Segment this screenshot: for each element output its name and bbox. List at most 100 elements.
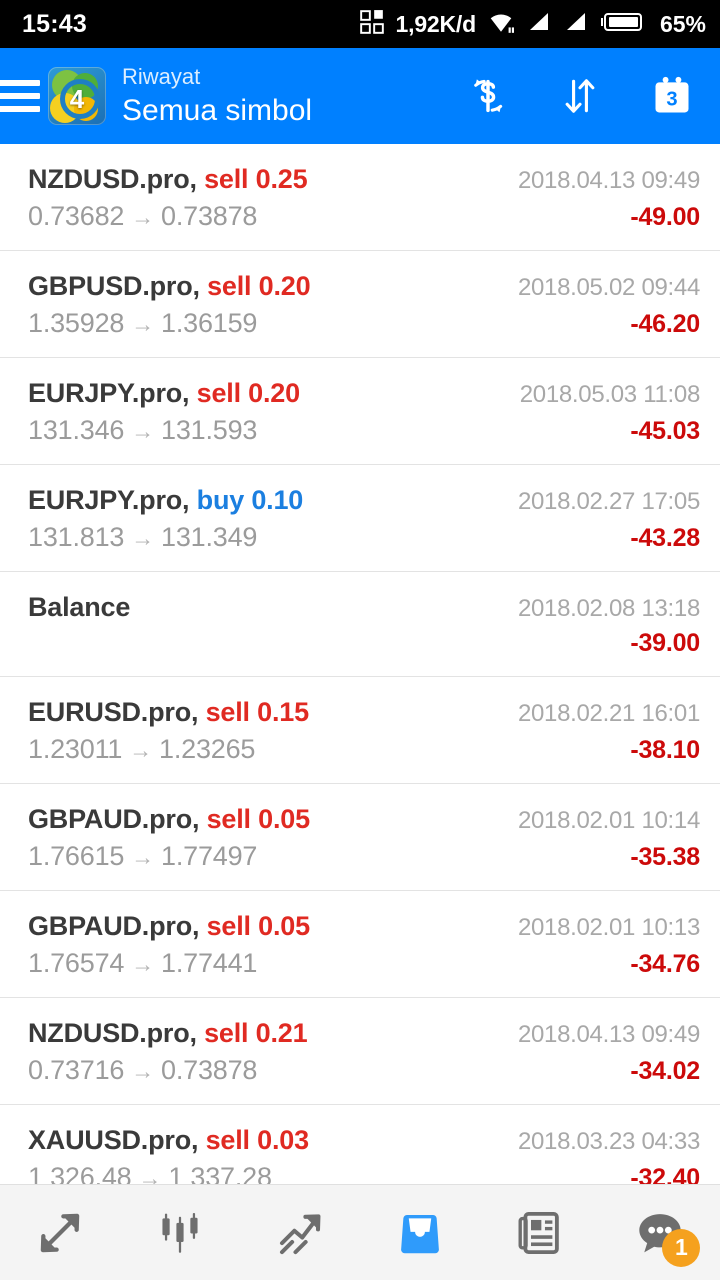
row-header-line: Balance 2018.02.08 13:18 bbox=[28, 592, 700, 623]
sort-arrows-icon[interactable] bbox=[556, 72, 604, 120]
status-bar-indicators: 1,92K/d 65% bbox=[359, 9, 706, 40]
close-price-label: 131.349 bbox=[161, 522, 258, 552]
profit-label: -46.20 bbox=[630, 310, 700, 338]
direction-volume-label: sell 0.03 bbox=[198, 1125, 309, 1155]
table-row[interactable]: EURJPY.pro, buy 0.10 2018.02.27 17:05 131.… bbox=[0, 465, 720, 572]
price-arrow-icon: → bbox=[131, 418, 155, 444]
row-price-line: 0.73716 → 0.73878 -34.02 bbox=[28, 1055, 700, 1086]
app-bar-actions: 3 bbox=[464, 72, 696, 120]
symbol-label: GBPUSD.pro, bbox=[28, 271, 200, 301]
nav-item-news[interactable] bbox=[480, 1185, 600, 1280]
price-arrow-icon: → bbox=[131, 204, 155, 230]
open-price-label: 1.35928 bbox=[28, 308, 125, 338]
row-header-line: GBPAUD.pro, sell 0.05 2018.02.01 10:13 bbox=[28, 911, 700, 942]
history-list[interactable]: NZDUSD.pro, sell 0.25 2018.04.13 09:49 0.7… bbox=[0, 144, 720, 1184]
close-price-label: 0.73878 bbox=[161, 1055, 258, 1085]
row-symbol-group: NZDUSD.pro, sell 0.21 bbox=[28, 1018, 308, 1049]
battery-icon bbox=[600, 10, 646, 39]
app-logo-icon[interactable]: 4 bbox=[48, 67, 106, 125]
trade-trendline-icon bbox=[279, 1213, 321, 1254]
row-price-line: 131.346 → 131.593 -45.03 bbox=[28, 415, 700, 446]
row-header-line: GBPUSD.pro, sell 0.20 2018.05.02 09:44 bbox=[28, 271, 700, 302]
price-arrow-icon: → bbox=[131, 525, 155, 551]
open-price-label: 1.23011 bbox=[28, 734, 123, 764]
row-price-line: 1 326.48 → 1 337.28 -32.40 bbox=[28, 1162, 700, 1184]
app-logo-label: 4 bbox=[69, 84, 85, 114]
row-header-line: XAUUSD.pro, sell 0.03 2018.03.23 04:33 bbox=[28, 1125, 700, 1156]
nav-item-quotes[interactable] bbox=[0, 1185, 120, 1280]
row-symbol-group: GBPAUD.pro, sell 0.05 bbox=[28, 911, 310, 942]
row-price-line: 1.23011 → 1.23265 -38.10 bbox=[28, 734, 700, 765]
currency-exchange-icon[interactable] bbox=[464, 72, 512, 120]
table-row[interactable]: Balance 2018.02.08 13:18 -39.00 bbox=[0, 572, 720, 677]
page-title: Semua simbol bbox=[122, 93, 313, 127]
row-price-line: -39.00 bbox=[28, 629, 700, 658]
trade-date-label: 2018.04.13 09:49 bbox=[517, 167, 700, 194]
open-price-label: 0.73682 bbox=[28, 201, 125, 231]
price-range-label: 1.35928 → 1.36159 bbox=[28, 308, 257, 339]
news-icon bbox=[518, 1211, 559, 1254]
app-bar: 4 Riwayat Semua simbol bbox=[0, 48, 720, 144]
profit-label: -35.38 bbox=[630, 843, 700, 871]
price-range-label: 1.76574 → 1.77441 bbox=[28, 948, 257, 979]
trade-date-label: 2018.05.03 11:08 bbox=[519, 381, 701, 408]
nav-item-chat[interactable]: 1 bbox=[600, 1185, 720, 1280]
row-symbol-group: GBPAUD.pro, sell 0.05 bbox=[28, 804, 310, 835]
open-price-label: 0.73716 bbox=[28, 1055, 125, 1085]
table-row[interactable]: NZDUSD.pro, sell 0.25 2018.04.13 09:49 0.7… bbox=[0, 144, 720, 251]
row-header-line: EURJPY.pro, sell 0.20 2018.05.03 11:08 bbox=[28, 378, 700, 409]
row-price-line: 1.76574 → 1.77441 -34.76 bbox=[28, 948, 700, 979]
trade-date-label: 2018.02.01 10:14 bbox=[517, 807, 700, 834]
calendar-icon[interactable]: 3 bbox=[648, 72, 696, 120]
direction-volume-label: buy 0.10 bbox=[189, 485, 304, 515]
trade-date-label: 2018.04.13 09:49 bbox=[517, 1021, 700, 1048]
profit-label: -49.00 bbox=[630, 203, 700, 231]
table-row[interactable]: GBPAUD.pro, sell 0.05 2018.02.01 10:14 1.7… bbox=[0, 784, 720, 891]
profit-label: -34.02 bbox=[630, 1057, 700, 1085]
open-price-label: 131.813 bbox=[28, 522, 125, 552]
page-subtitle: Riwayat bbox=[122, 64, 201, 89]
profit-label: -45.03 bbox=[630, 417, 700, 445]
symbol-label: GBPAUD.pro, bbox=[28, 911, 200, 941]
open-price-label: 1.76615 bbox=[28, 841, 125, 871]
table-row[interactable]: EURUSD.pro, sell 0.15 2018.02.21 16:01 1.2… bbox=[0, 677, 720, 784]
table-row[interactable]: NZDUSD.pro, sell 0.21 2018.04.13 09:49 0.7… bbox=[0, 998, 720, 1105]
data-rate-label: 1,92K/d bbox=[395, 10, 477, 37]
price-arrow-icon: → bbox=[131, 311, 155, 337]
table-row[interactable]: XAUUSD.pro, sell 0.03 2018.03.23 04:33 1 3… bbox=[0, 1105, 720, 1184]
close-price-label: 1.77497 bbox=[161, 841, 258, 871]
trade-date-label: 2018.02.08 13:18 bbox=[517, 595, 700, 622]
hamburger-menu-icon[interactable] bbox=[0, 80, 42, 112]
direction-volume-label: sell 0.20 bbox=[189, 378, 300, 408]
direction-volume-label: sell 0.25 bbox=[196, 164, 308, 194]
nav-item-trade[interactable] bbox=[240, 1185, 360, 1280]
row-price-line: 131.813 → 131.349 -43.28 bbox=[28, 522, 700, 553]
row-symbol-group: EURJPY.pro, buy 0.10 bbox=[28, 485, 303, 516]
row-symbol-group: EURUSD.pro, sell 0.15 bbox=[28, 697, 309, 728]
close-price-label: 1.23265 bbox=[159, 734, 256, 764]
table-row[interactable]: GBPUSD.pro, sell 0.20 2018.05.02 09:44 1.3… bbox=[0, 251, 720, 358]
row-header-line: NZDUSD.pro, sell 0.25 2018.04.13 09:49 bbox=[28, 164, 700, 195]
close-price-label: 1.77441 bbox=[161, 948, 258, 978]
battery-percent-label: 65% bbox=[659, 10, 706, 37]
open-price-label: 131.346 bbox=[28, 415, 125, 445]
symbol-label: NZDUSD.pro, bbox=[28, 164, 197, 194]
bottom-navigation: 1 bbox=[0, 1184, 720, 1280]
symbol-label: XAUUSD.pro, bbox=[28, 1125, 199, 1155]
symbol-label: EURJPY.pro, bbox=[28, 378, 190, 408]
table-row[interactable]: EURJPY.pro, sell 0.20 2018.05.03 11:08 131… bbox=[0, 358, 720, 465]
nav-item-history[interactable] bbox=[360, 1185, 480, 1280]
close-price-label: 1 337.28 bbox=[168, 1162, 272, 1184]
trade-date-label: 2018.02.01 10:13 bbox=[517, 914, 700, 941]
direction-volume-label: sell 0.15 bbox=[198, 697, 309, 727]
nav-item-charts[interactable] bbox=[120, 1185, 240, 1280]
symbol-label: NZDUSD.pro, bbox=[28, 1018, 197, 1048]
price-range-label: 0.73682 → 0.73878 bbox=[28, 201, 257, 232]
table-row[interactable]: GBPAUD.pro, sell 0.05 2018.02.01 10:13 1.7… bbox=[0, 891, 720, 998]
close-price-label: 0.73878 bbox=[161, 201, 258, 231]
quotes-icon bbox=[40, 1213, 80, 1252]
symbol-label: EURUSD.pro, bbox=[28, 697, 199, 727]
profit-label: -38.10 bbox=[630, 736, 700, 764]
profit-label: -39.00 bbox=[630, 629, 700, 657]
